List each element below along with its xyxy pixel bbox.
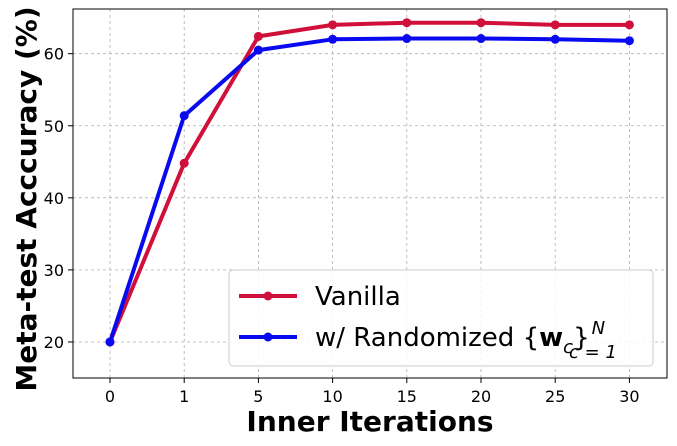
x-tick-label: 30 <box>619 387 639 406</box>
series-lines <box>105 18 634 347</box>
data-point-randomized <box>253 45 263 55</box>
data-point-vanilla <box>624 20 634 30</box>
x-tick-label: 1 <box>179 387 189 406</box>
y-tick-label: 50 <box>44 117 64 136</box>
data-point-vanilla <box>179 158 189 168</box>
y-tick-label: 30 <box>44 261 64 280</box>
series-line-randomized <box>108 36 630 343</box>
x-tick-label: 10 <box>322 387 342 406</box>
legend-randomized-prefix: w/ Randomized { <box>315 323 539 353</box>
x-axis-title: Inner Iterations <box>246 405 493 438</box>
data-point-vanilla <box>328 20 338 30</box>
legend-marker-randomized <box>263 332 273 342</box>
y-tick-label: 40 <box>44 189 64 208</box>
legend-box <box>228 269 654 367</box>
x-tick-label: 20 <box>471 387 491 406</box>
data-point-randomized <box>179 111 189 121</box>
x-tick-label: 0 <box>105 387 115 406</box>
data-point-vanilla <box>253 31 263 41</box>
legend-marker-vanilla <box>263 291 273 301</box>
y-tick-label: 20 <box>44 333 64 352</box>
legend-label-vanilla: Vanilla <box>315 282 401 312</box>
data-point-randomized <box>624 36 634 46</box>
data-point-vanilla <box>402 18 412 28</box>
y-axis-title: Meta-test Acccuracy (%) <box>10 6 43 391</box>
legend-randomized-w: w <box>539 323 563 353</box>
legend-randomized-close: } <box>573 323 590 353</box>
data-point-vanilla <box>476 18 486 28</box>
data-point-randomized <box>476 34 486 44</box>
y-axis-ticks: 20 30 40 50 60 <box>44 45 73 352</box>
data-point-randomized <box>402 34 412 44</box>
data-point-randomized <box>550 34 560 44</box>
x-tick-label: 15 <box>397 387 417 406</box>
legend-randomized-sub-c: c <box>563 337 573 358</box>
x-tick-label: 25 <box>545 387 565 406</box>
series-line-vanilla <box>108 20 630 343</box>
y-tick-label: 60 <box>44 45 64 64</box>
x-axis-ticks: 0 1 5 10 15 20 25 30 <box>105 378 640 406</box>
legend-randomized-subrange: c = 1 <box>569 342 617 363</box>
data-point-randomized <box>105 337 115 347</box>
x-tick-label: 5 <box>253 387 263 406</box>
data-point-randomized <box>328 34 338 44</box>
plot-frame <box>72 8 668 379</box>
data-point-vanilla <box>550 20 560 30</box>
legend-randomized-sup-n: N <box>592 318 605 339</box>
